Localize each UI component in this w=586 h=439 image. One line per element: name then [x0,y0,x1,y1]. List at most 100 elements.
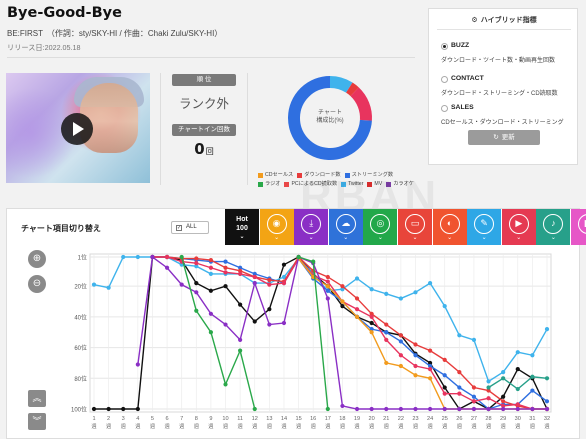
data-point[interactable] [164,254,170,260]
data-point[interactable] [471,394,477,399]
data-point[interactable] [267,277,272,283]
data-point[interactable] [413,353,418,358]
tile-youtube-view[interactable]: ◐ ⌄ [432,209,467,245]
data-point[interactable] [179,282,184,287]
data-point[interactable] [442,391,447,396]
data-point[interactable] [354,314,360,319]
data-point[interactable] [369,320,374,326]
data-point[interactable] [515,406,520,412]
data-point[interactable] [384,322,389,327]
data-point[interactable] [238,302,243,307]
data-point[interactable] [413,290,418,295]
data-point[interactable] [340,403,345,409]
data-point[interactable] [369,314,374,319]
data-point[interactable] [150,254,155,260]
data-point[interactable] [413,373,418,378]
data-point[interactable] [427,376,433,381]
data-point[interactable] [252,406,257,412]
data-point[interactable] [544,399,550,404]
data-point[interactable] [281,262,287,267]
data-point[interactable] [369,330,374,335]
data-point[interactable] [442,357,447,362]
data-point[interactable] [223,322,228,327]
data-point[interactable] [164,265,170,270]
data-point[interactable] [354,307,360,312]
data-point[interactable] [515,366,520,372]
data-point[interactable] [544,327,550,332]
data-point[interactable] [340,287,345,292]
data-point[interactable] [398,339,403,344]
data-point[interactable] [325,406,330,412]
data-point[interactable] [457,406,462,412]
data-point[interactable] [106,285,111,290]
data-point[interactable] [442,406,447,412]
data-point[interactable] [413,342,418,347]
data-point[interactable] [238,337,243,343]
data-point[interactable] [515,350,520,355]
data-point[interactable] [530,374,535,379]
data-point[interactable] [179,262,184,267]
data-point[interactable] [354,276,360,281]
data-point[interactable] [501,370,506,375]
data-point[interactable] [91,406,97,412]
all-toggle[interactable]: ✓ ALL [171,221,209,234]
data-point[interactable] [281,281,287,286]
data-point[interactable] [91,282,97,287]
data-point[interactable] [442,373,447,378]
data-point[interactable] [223,382,228,387]
data-point[interactable] [501,394,506,399]
data-point[interactable] [121,254,126,260]
data-point[interactable] [515,386,520,392]
data-point[interactable] [281,320,287,326]
data-point[interactable] [296,254,301,260]
data-point[interactable] [238,348,243,353]
data-point[interactable] [427,363,433,369]
hybrid-radio-buzz[interactable] [441,43,448,50]
data-point[interactable] [311,259,316,264]
scroll-up-button[interactable]: ︽ [28,390,46,407]
data-point[interactable] [252,271,257,276]
data-point[interactable] [457,333,462,338]
data-point[interactable] [325,279,330,284]
data-point[interactable] [530,388,535,393]
zoom-in-button[interactable]: ⊕ [28,250,46,268]
data-point[interactable] [544,376,550,381]
video-thumbnail[interactable] [6,73,150,183]
data-point[interactable] [194,261,199,266]
data-point[interactable] [501,403,506,409]
data-point[interactable] [252,274,257,280]
tile-download[interactable]: ⤓ ⌄ [294,209,329,245]
data-point[interactable] [486,379,491,384]
data-point[interactable] [194,264,199,269]
data-point[interactable] [208,265,214,270]
data-point[interactable] [501,399,506,404]
hybrid-option-label[interactable]: SALES [451,104,474,111]
data-point[interactable] [384,330,389,335]
data-point[interactable] [194,308,199,313]
data-point[interactable] [530,353,535,358]
data-point[interactable] [442,385,447,390]
data-point[interactable] [179,254,184,260]
tile-pc-read[interactable]: ▭ ⌄ [398,209,432,245]
data-point[interactable] [515,402,520,407]
data-point[interactable] [267,322,272,327]
scroll-down-button[interactable]: ︾ [28,413,46,430]
data-point[interactable] [135,254,140,260]
tile-streaming[interactable]: ☁ ⌄ [328,209,363,245]
data-point[interactable] [398,363,403,369]
data-point[interactable] [442,304,447,309]
data-point[interactable] [208,330,214,335]
data-point[interactable] [398,353,403,358]
data-point[interactable] [238,268,243,273]
data-point[interactable] [252,319,257,324]
hybrid-radio-sales[interactable] [441,105,448,112]
data-point[interactable] [384,360,389,366]
tile-radio[interactable]: ◎ ⌄ [363,209,398,245]
data-point[interactable] [471,337,477,343]
data-point[interactable] [457,370,462,375]
data-point[interactable] [194,290,199,295]
data-point[interactable] [194,256,199,261]
data-point[interactable] [413,363,418,369]
data-point[interactable] [544,406,550,412]
zoom-out-button[interactable]: ⊖ [28,275,46,293]
